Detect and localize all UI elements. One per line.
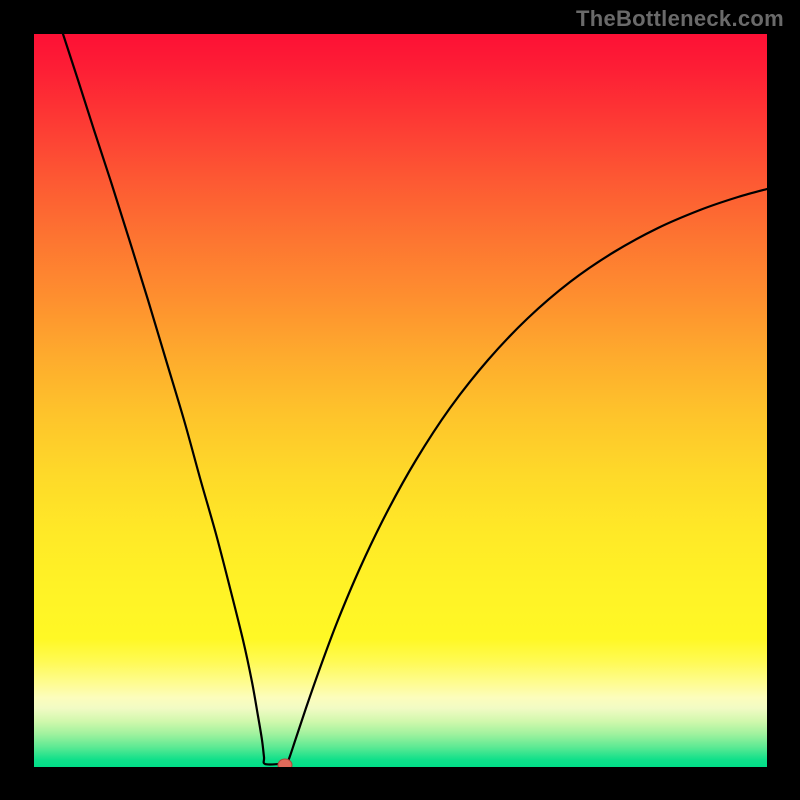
minimum-marker xyxy=(278,759,292,767)
plot-background xyxy=(34,34,767,767)
chart-frame: TheBottleneck.com xyxy=(0,0,800,800)
plot-svg xyxy=(34,34,767,767)
watermark-text: TheBottleneck.com xyxy=(576,6,784,32)
